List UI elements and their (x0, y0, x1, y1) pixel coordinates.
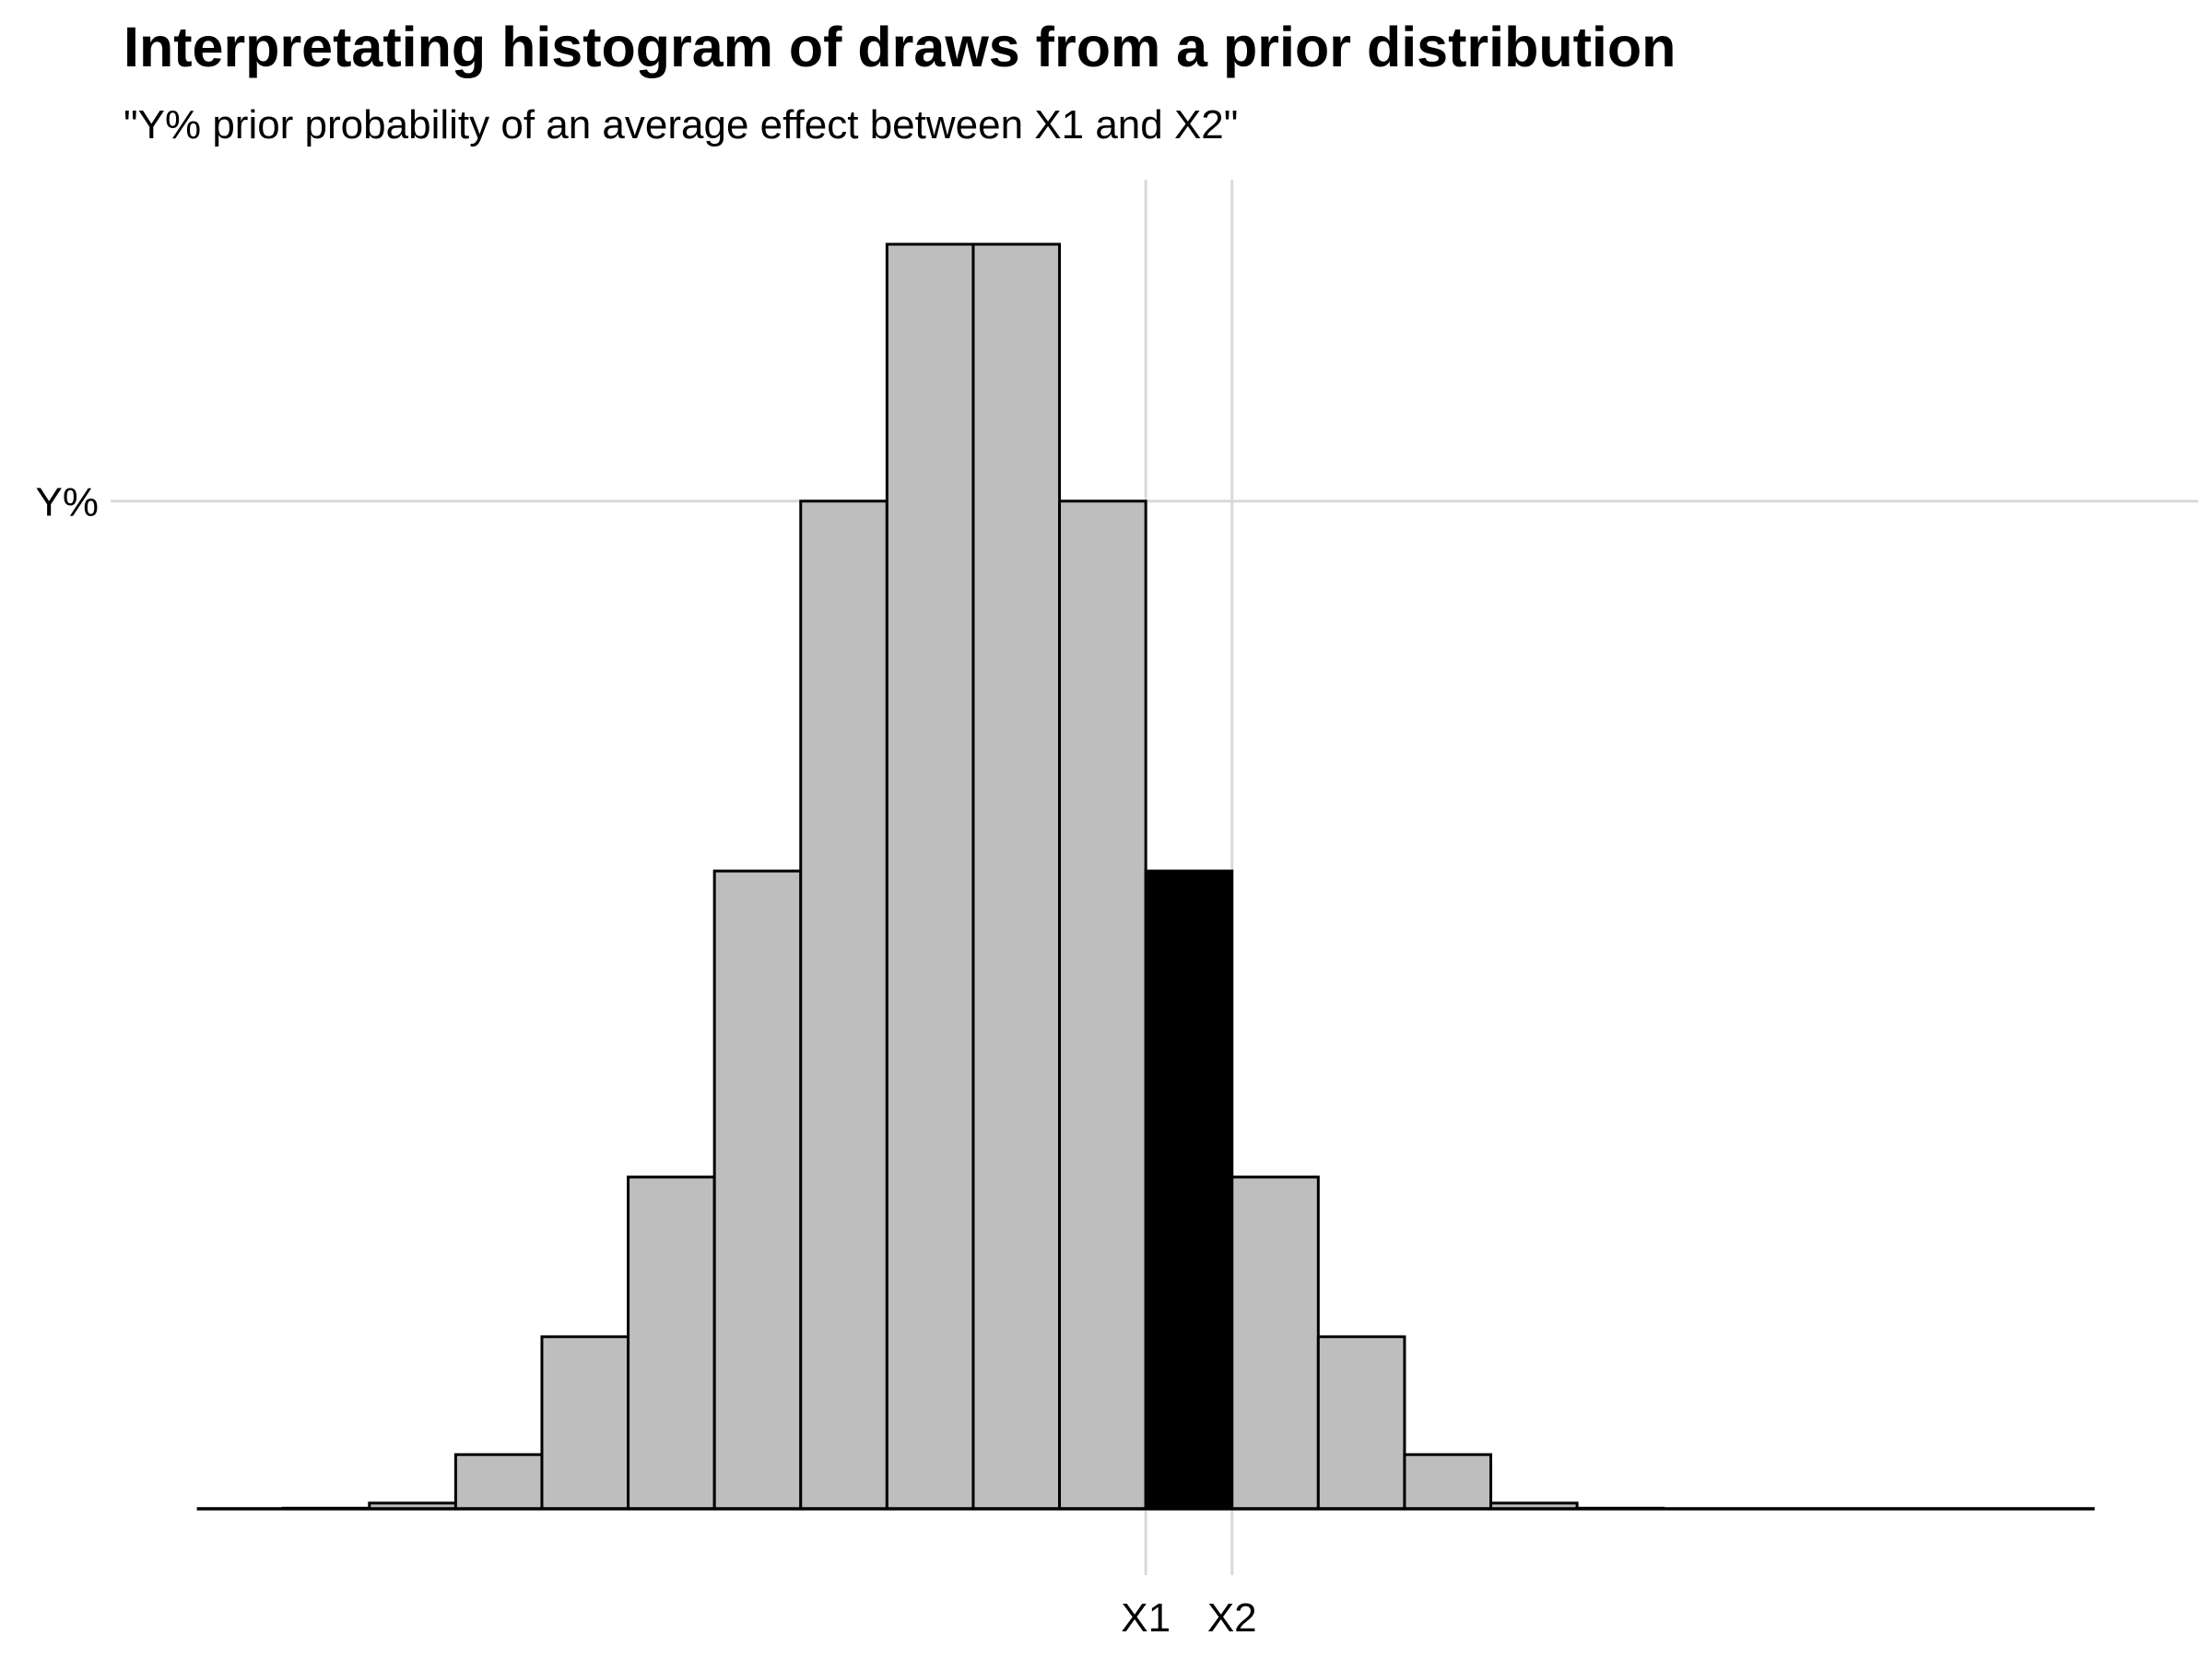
tick-labels: X1 X2 Y% (36, 480, 1257, 1641)
chart-subtitle: "Y% prior probability of an average effe… (124, 102, 1239, 147)
highlighted-histogram-bar (1144, 869, 1234, 1511)
histogram-bar (1230, 1175, 1320, 1511)
histogram-bar (971, 242, 1062, 1511)
histogram-bar (885, 242, 975, 1511)
y-tick-label-0: Y% (36, 480, 99, 525)
histogram-bar (712, 869, 803, 1511)
x-tick-label-x2: X2 (1207, 1595, 1257, 1641)
x-tick-label-x1: X1 (1121, 1595, 1171, 1641)
histogram-bar (1403, 1453, 1493, 1511)
histogram-bar (453, 1453, 544, 1511)
histogram-bar (627, 1175, 716, 1511)
histogram-bar (1058, 500, 1147, 1511)
histogram-bar (799, 500, 888, 1511)
histogram-bars (281, 242, 1665, 1511)
chart-title: Interpretating histogram of draws from a… (124, 16, 1677, 78)
histogram-bar (1316, 1335, 1406, 1511)
histogram-bar (540, 1335, 630, 1511)
